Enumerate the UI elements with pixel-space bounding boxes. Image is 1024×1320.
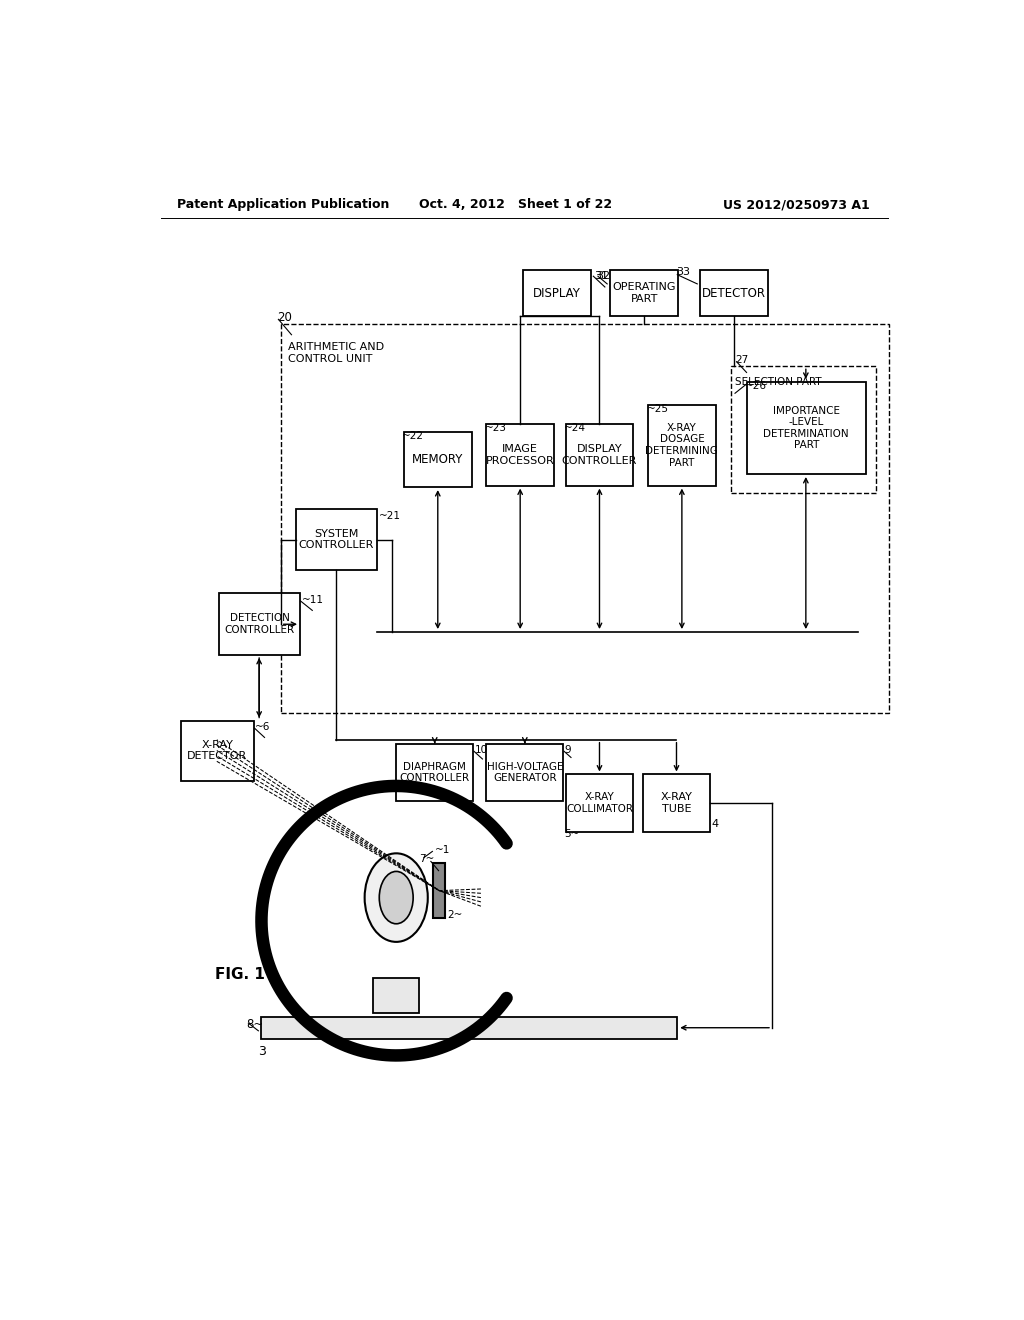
FancyBboxPatch shape: [523, 271, 591, 317]
Bar: [261, 1016, 677, 1039]
Text: DETECTION
CONTROLLER: DETECTION CONTROLLER: [224, 614, 295, 635]
Text: FIG. 1: FIG. 1: [215, 968, 265, 982]
Bar: [433, 863, 445, 919]
Text: ~11: ~11: [301, 594, 324, 605]
Text: 33: 33: [676, 268, 690, 277]
Text: 7~: 7~: [419, 854, 434, 865]
Text: 10: 10: [475, 744, 487, 755]
FancyBboxPatch shape: [403, 432, 472, 487]
FancyBboxPatch shape: [486, 743, 563, 801]
Text: X-RAY
DETECTOR: X-RAY DETECTOR: [187, 739, 248, 762]
Text: ARITHMETIC AND
CONTROL UNIT: ARITHMETIC AND CONTROL UNIT: [289, 342, 385, 364]
Text: X-RAY
COLLIMATOR: X-RAY COLLIMATOR: [566, 792, 633, 814]
Text: ~25: ~25: [646, 404, 669, 413]
Bar: [373, 978, 419, 1014]
Text: DISPLAY
CONTROLLER: DISPLAY CONTROLLER: [562, 444, 637, 466]
Text: ~21: ~21: [379, 511, 400, 521]
Text: IMAGE
PROCESSOR: IMAGE PROCESSOR: [485, 444, 555, 466]
Text: OPERATING
PART: OPERATING PART: [612, 282, 676, 304]
FancyBboxPatch shape: [648, 405, 716, 486]
Text: US 2012/0250973 A1: US 2012/0250973 A1: [723, 198, 869, 211]
Ellipse shape: [365, 853, 428, 942]
FancyBboxPatch shape: [746, 381, 866, 474]
Text: IMPORTANCE
-LEVEL
DETERMINATION
PART: IMPORTANCE -LEVEL DETERMINATION PART: [764, 405, 849, 450]
FancyBboxPatch shape: [486, 424, 554, 486]
FancyBboxPatch shape: [643, 775, 711, 832]
Ellipse shape: [379, 871, 413, 924]
Text: 32: 32: [596, 271, 610, 281]
Text: 31: 31: [594, 271, 608, 281]
Text: Oct. 4, 2012   Sheet 1 of 22: Oct. 4, 2012 Sheet 1 of 22: [419, 198, 612, 211]
Text: ~1: ~1: [435, 845, 451, 855]
Text: MEMORY: MEMORY: [412, 453, 464, 466]
Text: Patent Application Publication: Patent Application Publication: [177, 198, 389, 211]
Text: HIGH-VOLTAGE
GENERATOR: HIGH-VOLTAGE GENERATOR: [486, 762, 563, 783]
Text: 8~: 8~: [246, 1018, 263, 1031]
FancyBboxPatch shape: [180, 721, 254, 780]
Text: X-RAY
DOSAGE
DETERMINING
PART: X-RAY DOSAGE DETERMINING PART: [645, 422, 718, 467]
FancyBboxPatch shape: [565, 775, 634, 832]
Text: SYSTEM
CONTROLLER: SYSTEM CONTROLLER: [299, 529, 374, 550]
Text: 4: 4: [712, 820, 719, 829]
Text: SELECTION PART: SELECTION PART: [735, 376, 821, 387]
FancyBboxPatch shape: [396, 743, 473, 801]
FancyBboxPatch shape: [219, 594, 300, 655]
Text: DETECTOR: DETECTOR: [702, 286, 766, 300]
Text: 2~: 2~: [447, 909, 463, 920]
Text: 5~: 5~: [564, 829, 580, 838]
Text: ~6: ~6: [255, 722, 270, 731]
FancyBboxPatch shape: [296, 508, 377, 570]
Text: ~23: ~23: [484, 422, 507, 433]
Text: DIAPHRAGM
CONTROLLER: DIAPHRAGM CONTROLLER: [399, 762, 470, 783]
Text: ~26: ~26: [745, 380, 767, 391]
Text: DISPLAY: DISPLAY: [534, 286, 581, 300]
Text: 3: 3: [258, 1045, 265, 1059]
Text: ~24: ~24: [564, 422, 586, 433]
FancyBboxPatch shape: [700, 271, 768, 317]
FancyBboxPatch shape: [731, 367, 876, 494]
FancyBboxPatch shape: [565, 424, 634, 486]
Text: 9: 9: [565, 744, 571, 755]
Text: ~22: ~22: [402, 430, 424, 441]
FancyBboxPatch shape: [281, 323, 889, 713]
Text: X-RAY
TUBE: X-RAY TUBE: [660, 792, 692, 814]
Text: 27: 27: [735, 355, 749, 366]
FancyBboxPatch shape: [610, 271, 678, 317]
Text: 20: 20: [276, 312, 292, 325]
